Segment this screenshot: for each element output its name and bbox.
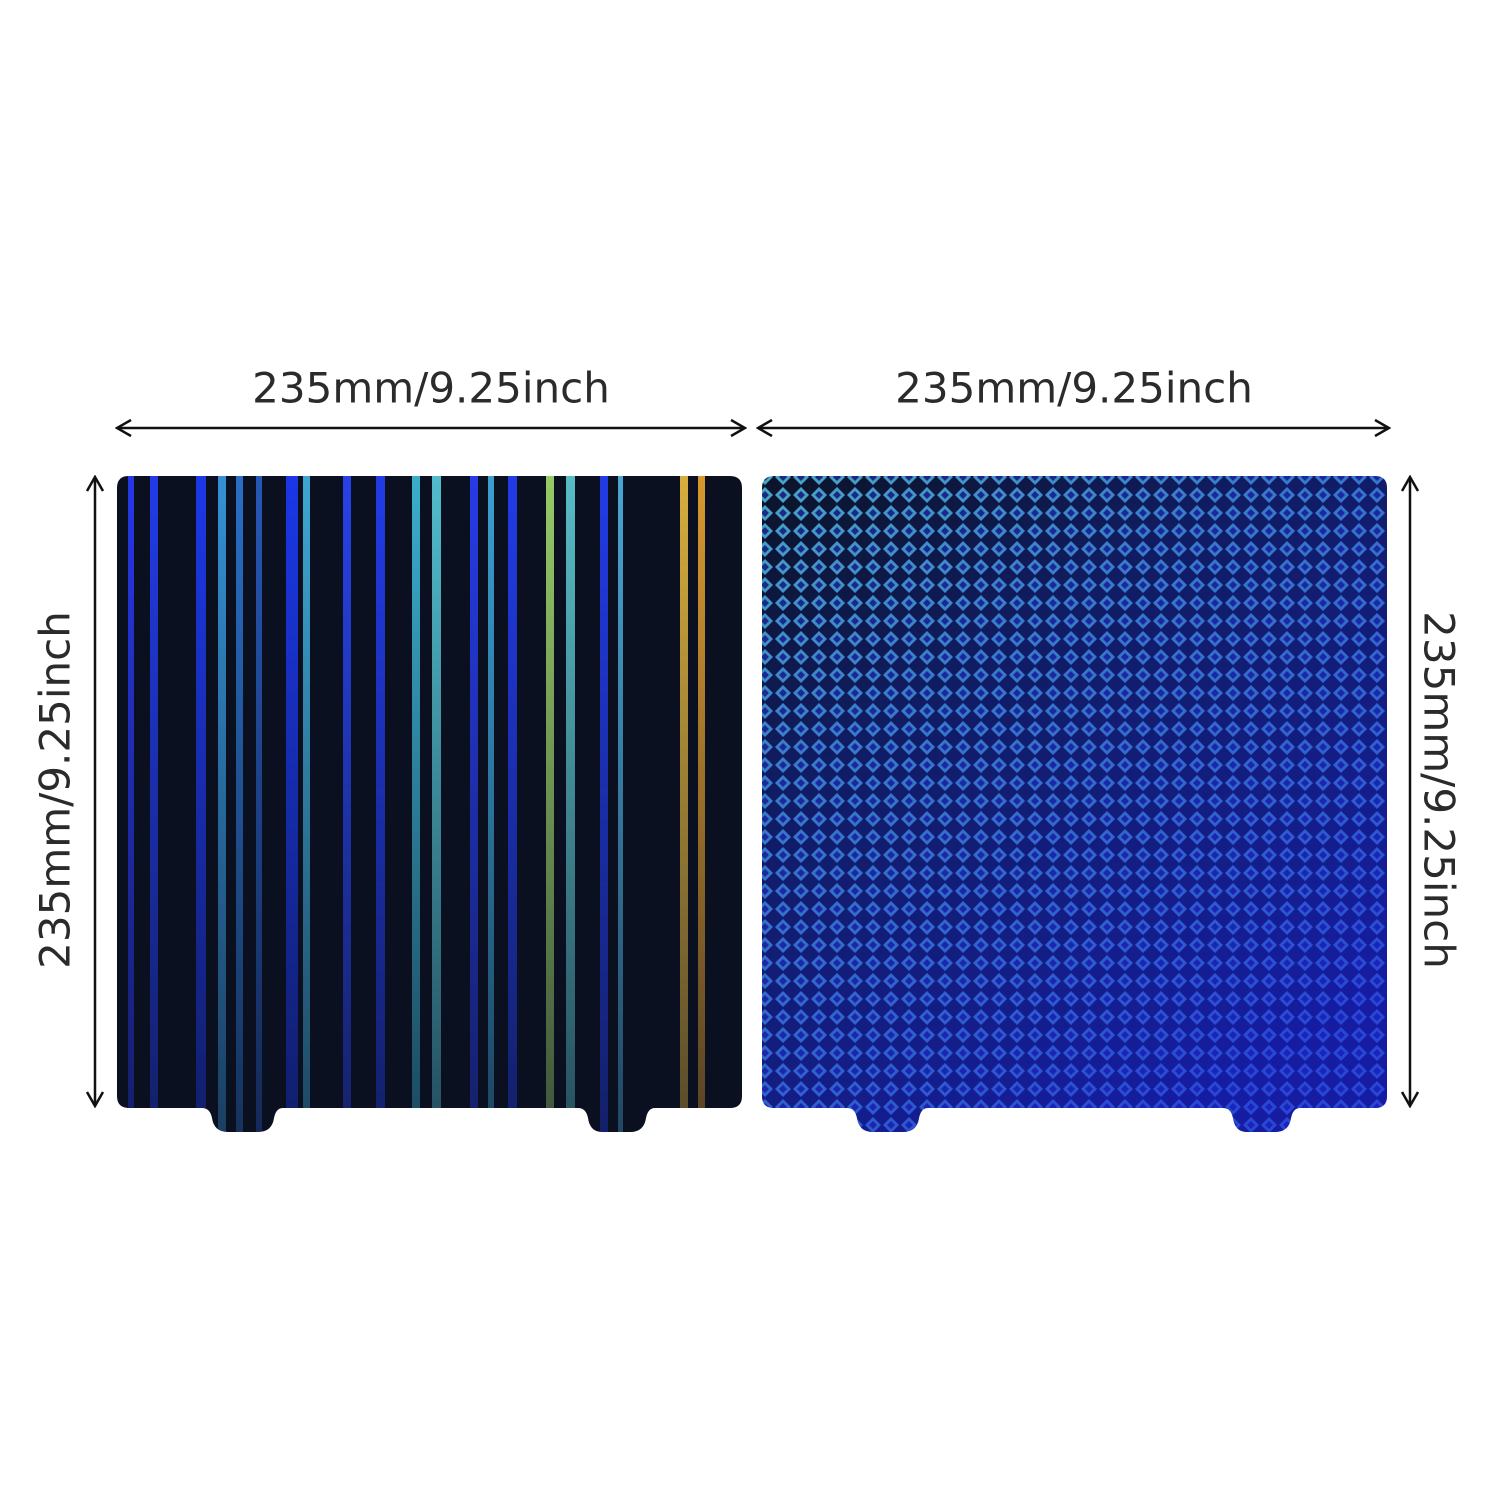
- stripe: [470, 476, 478, 1132]
- stripe: [343, 476, 351, 1132]
- blue-sheen: [762, 476, 1387, 1132]
- width-label: 235mm/9.25inch: [252, 364, 610, 413]
- stripe: [488, 476, 494, 1132]
- left-plate: [117, 476, 742, 1132]
- stripe: [566, 476, 575, 1132]
- stripe: [432, 476, 441, 1132]
- width-label: 235mm/9.25inch: [895, 364, 1253, 413]
- stripe: [150, 476, 158, 1132]
- plate-body: [117, 476, 742, 1132]
- stripe: [698, 476, 705, 1132]
- stripe: [196, 476, 206, 1132]
- stripe: [286, 476, 298, 1132]
- stripe: [508, 476, 517, 1132]
- stripe: [236, 476, 243, 1132]
- stripe: [256, 476, 262, 1132]
- right-plate: [762, 476, 1387, 1132]
- stripe: [218, 476, 226, 1132]
- holographic-diamonds: [762, 476, 1387, 1132]
- stripe: [546, 476, 554, 1132]
- stripe: [618, 476, 623, 1132]
- stripe: [303, 476, 310, 1132]
- stripe: [376, 476, 385, 1132]
- stripe: [600, 476, 608, 1132]
- height-label: 235mm/9.25inch: [1415, 611, 1464, 969]
- height-label: 235mm/9.25inch: [31, 611, 80, 969]
- stripe: [680, 476, 688, 1132]
- stripe: [412, 476, 420, 1132]
- stripe: [128, 476, 134, 1132]
- holographic-stripes: [128, 476, 705, 1132]
